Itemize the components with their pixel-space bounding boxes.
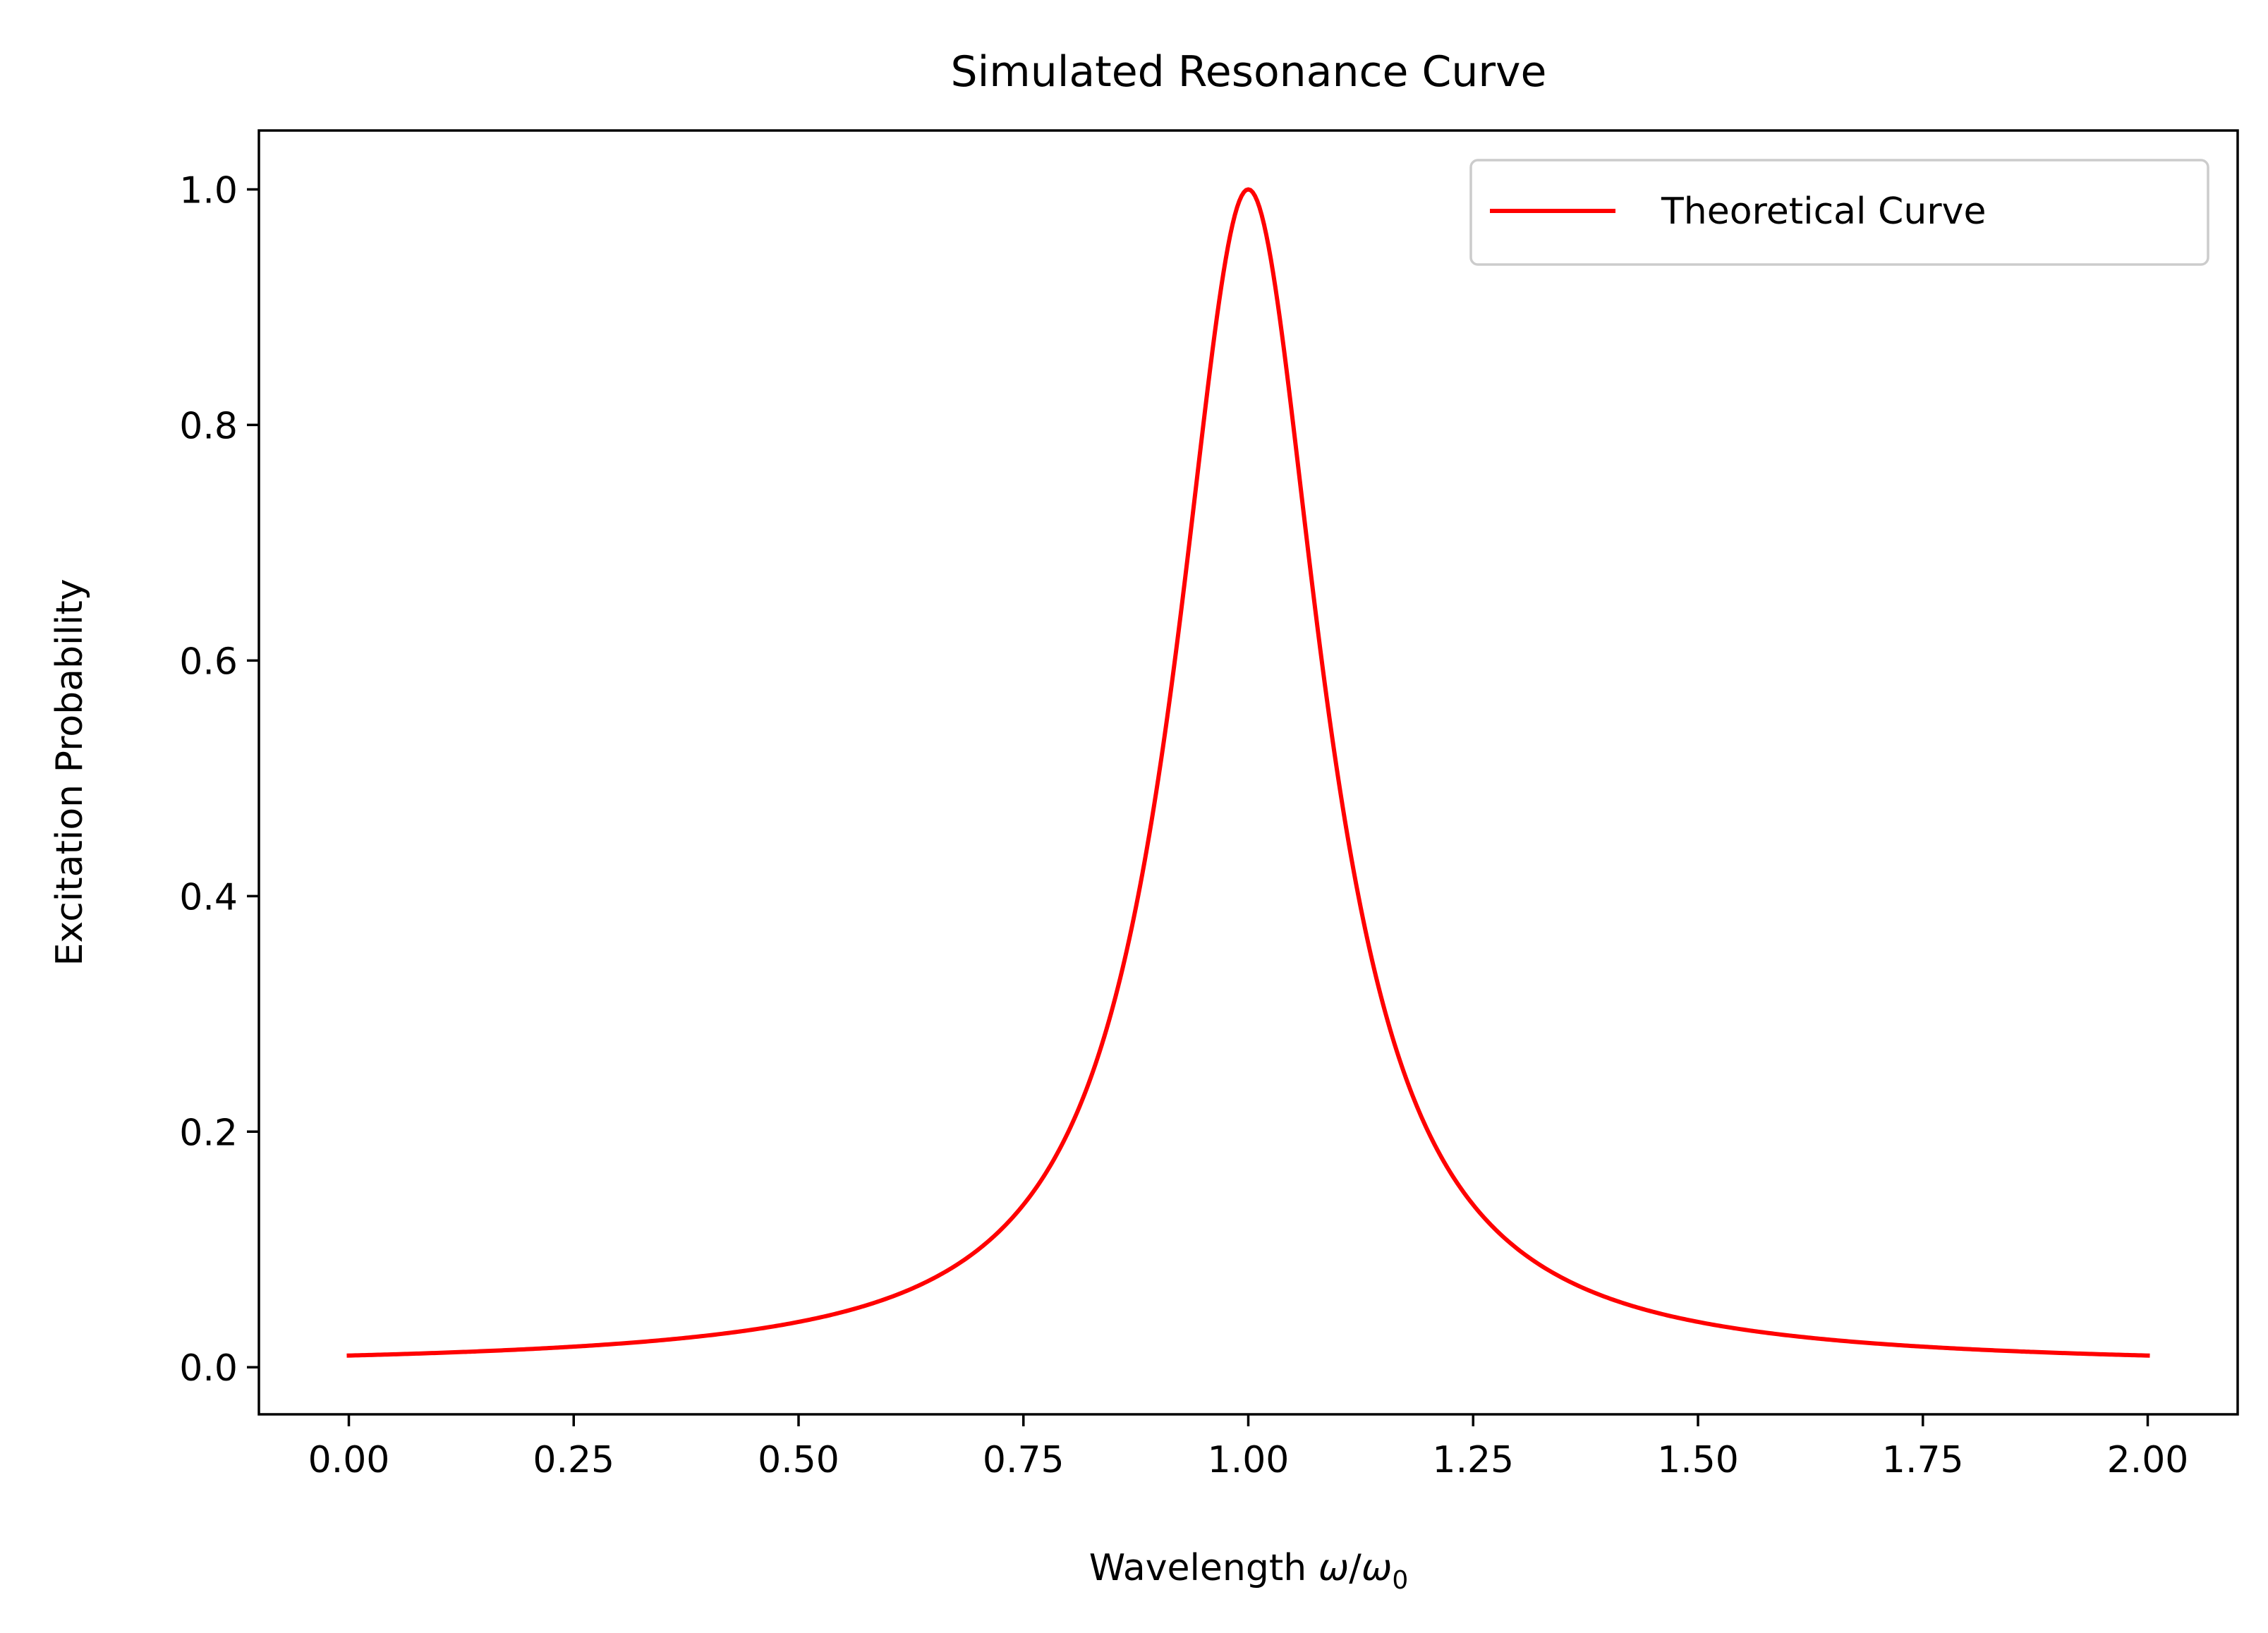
- chart-title: Simulated Resonance Curve: [951, 47, 1547, 97]
- x-tick-label: 1.75: [1882, 1439, 1964, 1481]
- x-tick-label: 0.75: [983, 1439, 1065, 1481]
- y-axis: 0.0 0.2 0.4 0.6 0.8 1.0: [179, 169, 259, 1390]
- y-axis-label: Excitation Probability: [49, 578, 91, 966]
- y-tick-label: 0.0: [179, 1347, 238, 1390]
- series-line-theoretical-curve: [346, 187, 2150, 1358]
- x-tick-label: 0.25: [533, 1439, 614, 1481]
- x-tick-label: 2.00: [2107, 1439, 2189, 1481]
- x-axis: 0.00 0.25 0.50 0.75 1.00 1.25 1.50 1.75 2.00: [308, 1414, 2189, 1481]
- x-tick-label: 1.50: [1657, 1439, 1739, 1481]
- x-tick-label: 1.00: [1208, 1439, 1290, 1481]
- x-tick-label: 0.50: [758, 1439, 839, 1481]
- y-tick-label: 0.2: [179, 1112, 238, 1154]
- y-tick-label: 0.4: [179, 876, 238, 918]
- y-tick-label: 0.8: [179, 405, 238, 447]
- y-tick-label: 0.6: [179, 641, 238, 683]
- legend-box: [1469, 159, 2209, 266]
- legend: Theoretical Curve: [1469, 159, 2209, 266]
- x-tick-label: 1.25: [1432, 1439, 1514, 1481]
- y-tick-label: 1.0: [179, 169, 238, 212]
- x-tick-label: 0.00: [308, 1439, 390, 1481]
- x-axis-label: Wavelength ω/ω0: [1089, 1547, 1409, 1595]
- legend-label-theoretical-curve: Theoretical Curve: [1661, 190, 1986, 233]
